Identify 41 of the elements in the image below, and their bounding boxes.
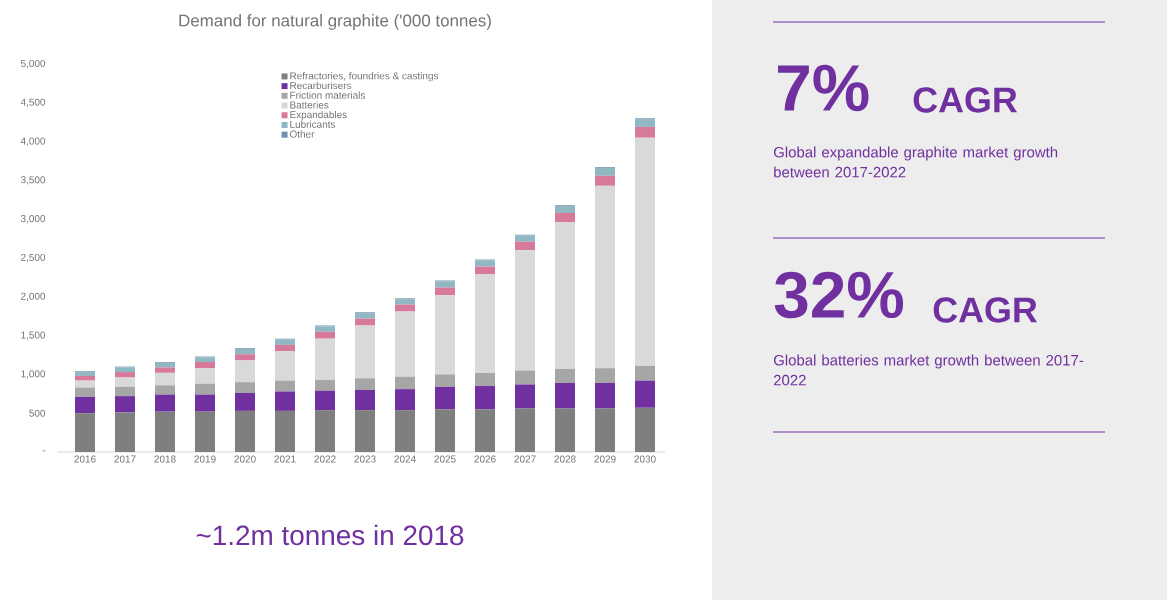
x-tick-label: 2019 <box>194 455 216 463</box>
legend-label: Batteries <box>290 101 329 109</box>
x-tick-label: 2026 <box>474 455 496 463</box>
x-tick-label: 2024 <box>394 455 416 463</box>
x-tick-label: 2030 <box>634 455 656 463</box>
x-tick-label: 2029 <box>594 455 616 463</box>
x-tick-label: 2025 <box>434 455 456 463</box>
y-tick-label: 4,000 <box>20 137 46 146</box>
legend-label: Lubricants <box>290 120 336 128</box>
text: ~1.2m tonnes in 2018 <box>196 524 464 546</box>
x-tick-label: 2022 <box>314 455 336 463</box>
legend-label: Other <box>290 130 315 138</box>
text: Global expandable graphite market growth between 2017-2022 <box>773 146 1058 178</box>
text: Global batteries market growth between 2017-2022 <box>773 354 1084 386</box>
y-tick-label: 3,500 <box>20 176 46 185</box>
y-tick-label: 1,500 <box>21 331 46 340</box>
y-tick-label: 5,000 <box>20 59 46 69</box>
text: 7% <box>778 64 869 112</box>
legend-label: Friction materials <box>290 91 365 99</box>
legend-label: Expandables <box>290 110 347 121</box>
x-tick-label: 2027 <box>514 455 536 463</box>
y-tick-label: 1,000 <box>21 370 46 379</box>
text: CAGR <box>913 87 1018 113</box>
y-tick-label: 3,000 <box>20 215 46 224</box>
y-tick-label: 2,000 <box>21 292 46 301</box>
legend-label: Recarburisers <box>290 81 352 90</box>
x-tick-label: 2017 <box>114 455 136 463</box>
text: CAGR <box>933 297 1038 323</box>
y-tick-label: 500 <box>29 409 46 417</box>
x-tick-label: 2020 <box>234 455 256 463</box>
y-tick-label: 4,500 <box>20 98 46 107</box>
x-tick-label: 2021 <box>274 455 296 463</box>
x-tick-label: 2016 <box>74 455 96 463</box>
legend-label: Refractories, foundries & castings <box>290 72 439 82</box>
x-tick-label: 2028 <box>554 455 576 463</box>
text: 32% <box>774 271 904 319</box>
y-tick-label: - <box>42 450 46 452</box>
chart-title: Demand for natural graphite ('000 tonnes) <box>179 14 491 30</box>
x-tick-label: 2023 <box>354 455 376 463</box>
x-tick-label: 2018 <box>154 455 176 463</box>
y-tick-label: 2,500 <box>21 253 46 263</box>
